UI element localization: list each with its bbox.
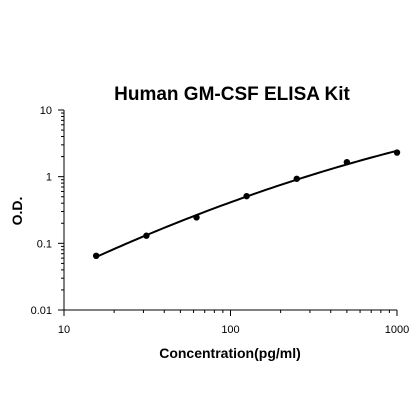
y-tick-label: 10: [40, 105, 52, 117]
y-tick-label: 0.01: [31, 305, 52, 317]
data-points: [92, 149, 401, 260]
data-point: [143, 232, 150, 239]
data-point: [243, 192, 250, 200]
data-point: [393, 149, 401, 156]
x-tick-label: 100: [221, 324, 239, 336]
x-tick-label: 10: [58, 324, 70, 336]
fit-curve: [95, 149, 398, 258]
y-axis-title: O.D.: [9, 197, 25, 226]
x-tick-label: 1000: [385, 324, 409, 336]
x-axis-title: Concentration(pg/ml): [159, 345, 301, 361]
data-point: [92, 252, 100, 260]
data-point: [343, 158, 351, 166]
data-point: [193, 214, 200, 221]
y-tick-label: 1: [46, 172, 52, 184]
axis-ticks: 10 100 1000 0.01 0.1 1 10: [31, 105, 410, 336]
y-tick-label: 0.1: [37, 238, 52, 250]
plot-axes: [63, 110, 397, 311]
chart-title: Human GM-CSF ELISA Kit: [114, 84, 350, 105]
data-point: [293, 175, 300, 182]
